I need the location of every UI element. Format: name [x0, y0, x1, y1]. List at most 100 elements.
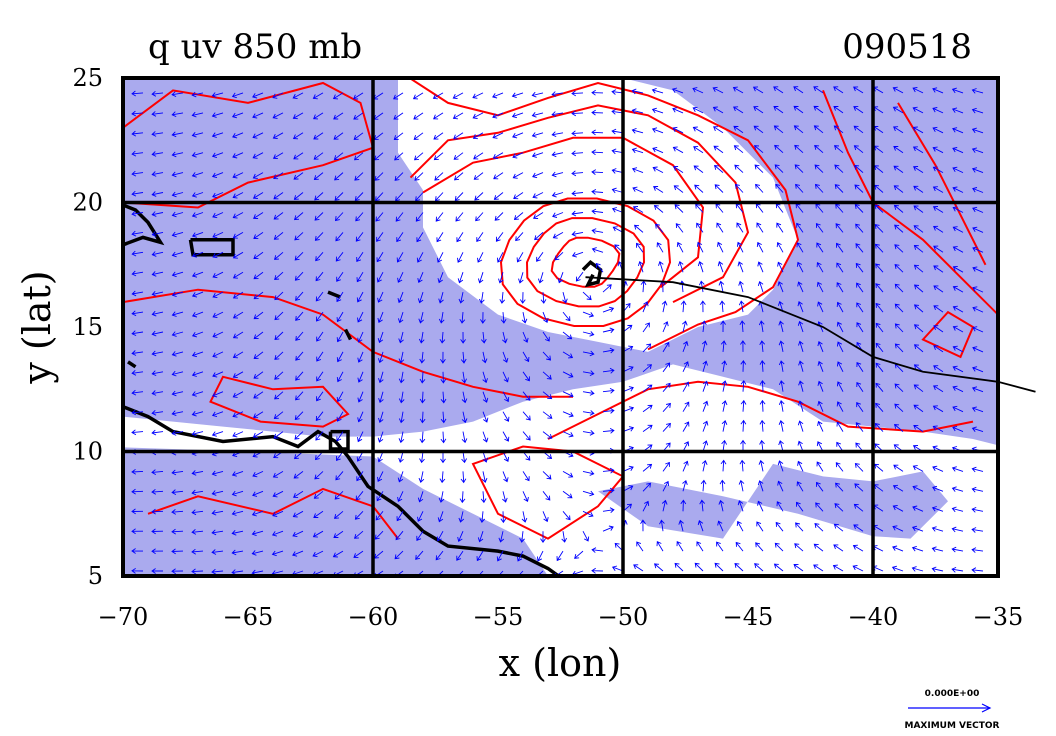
wind-vector: [336, 291, 344, 303]
wind-vector: [894, 423, 904, 432]
wind-vector: [714, 164, 724, 173]
wind-vector: [336, 431, 344, 442]
wind-vector: [659, 519, 665, 532]
wind-vector: [972, 206, 984, 213]
wind-vector: [460, 331, 466, 344]
wind-vector: [814, 144, 824, 154]
wind-vector: [557, 272, 564, 284]
wind-vector: [293, 471, 304, 479]
wind-vector: [676, 241, 684, 253]
wind-vector: [856, 361, 864, 373]
wind-vector: [472, 132, 484, 140]
wind-vector: [853, 125, 864, 134]
wind-vector: [582, 350, 595, 357]
wind-vector: [415, 212, 424, 222]
wind-vector: [875, 402, 884, 412]
wind-vector: [232, 311, 244, 319]
wind-vector: [777, 480, 784, 492]
wind-vector: [313, 490, 324, 499]
wind-vector: [416, 252, 424, 263]
wind-vector: [757, 261, 764, 273]
wind-vector: [696, 222, 704, 233]
wind-vector: [662, 480, 670, 492]
wind-vector: [272, 112, 284, 119]
wind-vector: [740, 340, 746, 352]
wind-vector: [556, 550, 564, 562]
wind-vector: [191, 311, 204, 318]
wind-vector: [492, 132, 504, 139]
wind-vector: [642, 343, 652, 353]
wind-vector: [211, 411, 224, 418]
wind-vector: [853, 503, 864, 512]
wind-vector: [717, 241, 724, 253]
wind-vector: [756, 222, 764, 233]
wind-vector: [697, 261, 704, 273]
wind-vector: [231, 549, 244, 556]
wind-vector: [232, 172, 244, 179]
wind-vector: [651, 127, 664, 134]
wind-vector: [436, 232, 444, 243]
wind-vector: [481, 351, 488, 364]
wind-vector: [611, 168, 624, 174]
wind-vector: [551, 192, 564, 198]
wind-vector: [334, 172, 344, 181]
wind-vector: [774, 164, 784, 173]
wind-vector: [191, 489, 204, 496]
y-axis-label: y (lat): [15, 270, 59, 384]
wind-vector: [853, 106, 864, 114]
wind-vector: [582, 510, 594, 518]
wind-vector: [677, 260, 684, 273]
wind-vector: [774, 542, 784, 552]
wind-vector: [212, 212, 224, 219]
wind-vector: [131, 150, 144, 157]
contour-south-dry: [471, 445, 625, 540]
wind-vector: [759, 380, 766, 392]
wind-vector: [273, 212, 284, 220]
wind-vector: [513, 192, 524, 200]
wind-vector: [671, 87, 684, 94]
wind-vector: [532, 172, 544, 179]
wind-vector: [253, 391, 264, 399]
wind-vector: [640, 519, 646, 532]
wind-vector: [457, 531, 464, 543]
wind-vector: [131, 250, 144, 257]
wind-vector: [971, 107, 984, 114]
wind-vector: [498, 531, 505, 543]
wind-vector: [171, 430, 184, 436]
wind-vector: [171, 311, 184, 317]
wind-vector: [602, 507, 615, 514]
wind-vector: [912, 106, 924, 114]
wind-vector: [482, 371, 488, 384]
wind-vector: [452, 92, 464, 100]
wind-vector: [377, 291, 384, 303]
wind-vector: [439, 471, 446, 484]
wind-vector: [419, 411, 426, 424]
wind-vector: [933, 285, 944, 293]
wind-vector: [453, 132, 464, 140]
wind-vector: [316, 351, 324, 362]
wind-vector: [232, 291, 244, 299]
wind-vector: [712, 86, 724, 94]
wind-vector: [971, 486, 984, 493]
wind-vector: [971, 167, 984, 174]
wind-vector: [952, 147, 964, 154]
wind-vector: [852, 544, 864, 552]
wind-vector: [502, 431, 510, 442]
wind-vector: [932, 107, 944, 114]
wind-vector: [817, 400, 824, 412]
wind-vector: [542, 511, 549, 523]
wind-vector: [602, 467, 615, 474]
wind-vector: [582, 331, 595, 337]
wind-vector: [738, 479, 745, 492]
wind-vector: [816, 281, 824, 293]
wind-vector: [951, 466, 964, 472]
wind-vector: [571, 190, 584, 197]
wind-vector: [272, 92, 284, 99]
wind-vector: [602, 367, 615, 374]
wind-vector: [151, 508, 164, 515]
wind-vector: [836, 381, 844, 392]
wind-vector: [519, 292, 526, 304]
wind-vector: [191, 251, 204, 258]
wind-vector: [377, 331, 384, 344]
wind-vector: [777, 460, 784, 472]
